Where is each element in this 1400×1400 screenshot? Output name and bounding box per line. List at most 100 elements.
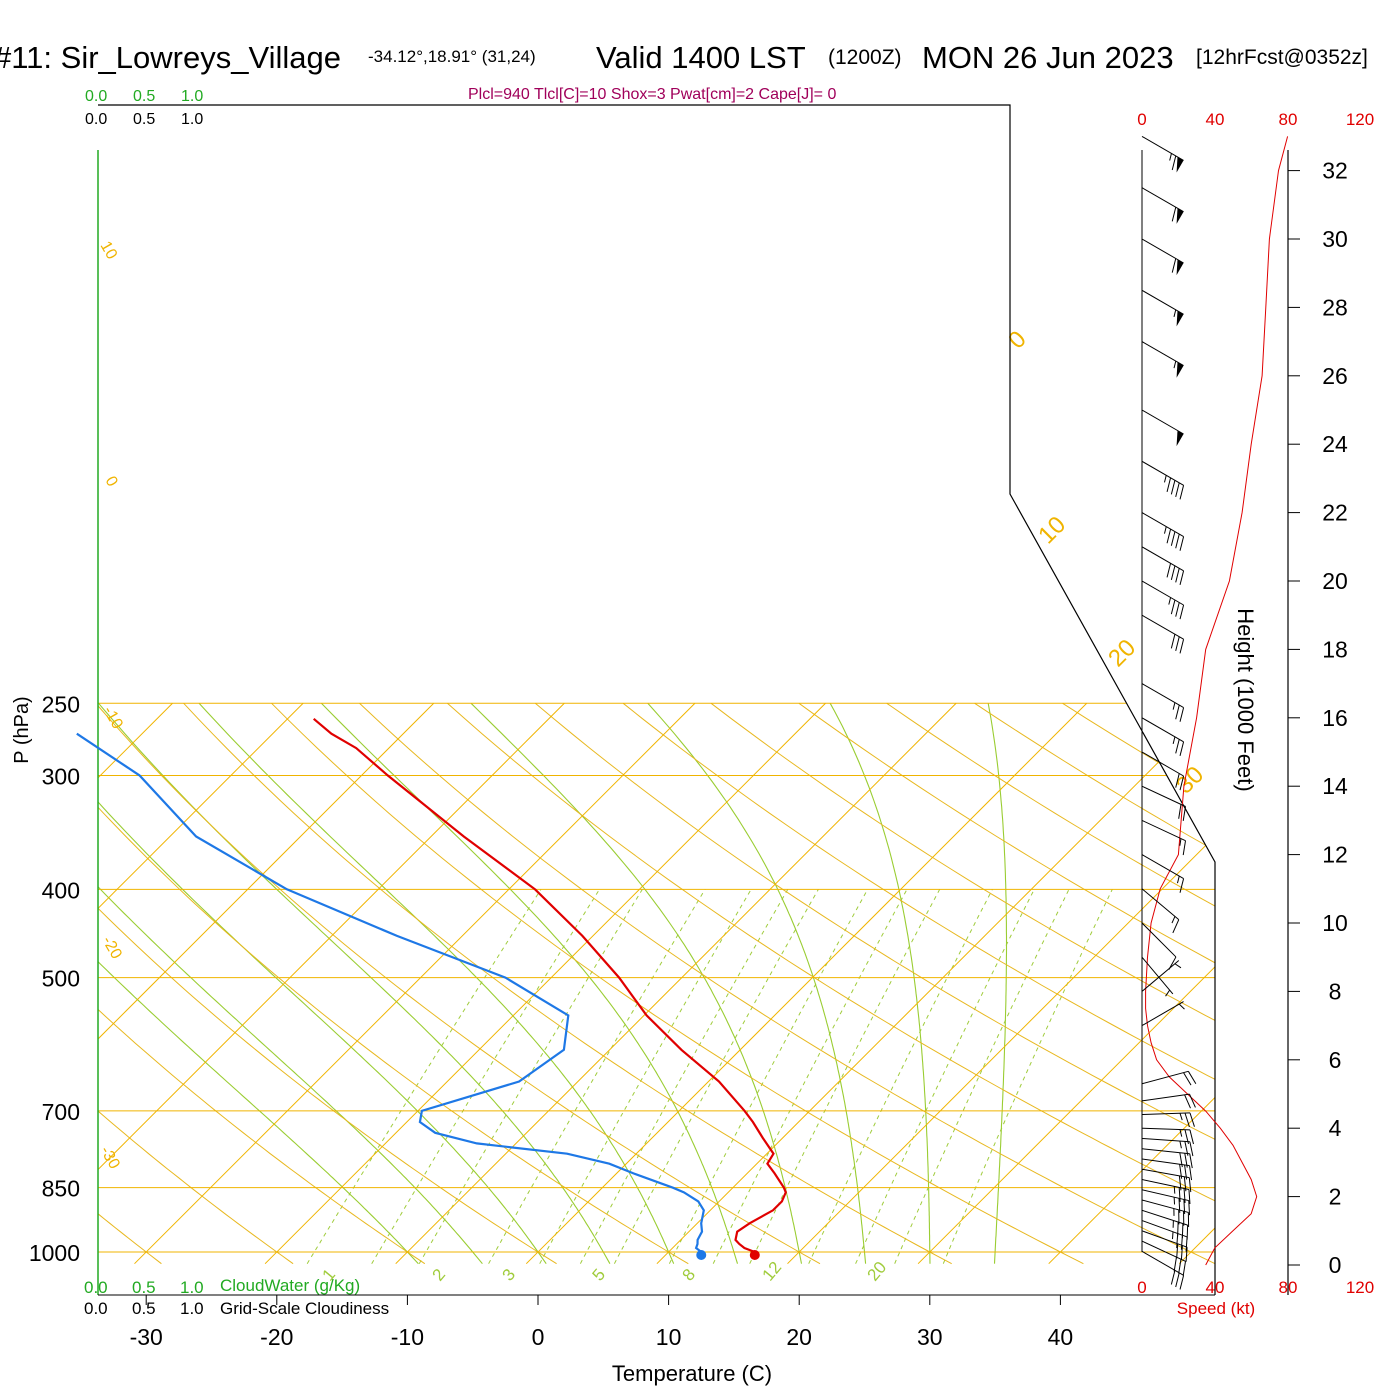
barb-flag [1185, 1247, 1188, 1262]
station-title: #11: Sir_Lowreys_Village [0, 40, 341, 75]
barb-flag [1184, 1153, 1188, 1168]
wind-barb [1141, 1230, 1188, 1262]
mixing-ratio-line [808, 889, 993, 1264]
barb-flag [1179, 878, 1185, 893]
wind-barb [1141, 956, 1174, 997]
barb-flag [1186, 1225, 1189, 1240]
mixing-ratio-line [613, 889, 819, 1264]
barb-half-flag [1172, 736, 1176, 744]
speed-axis-label: Speed (kt) [1177, 1299, 1255, 1318]
dry-adiabat-line [98, 703, 162, 1265]
wind-barb [1141, 409, 1184, 447]
pressure-tick-label: 300 [42, 763, 80, 789]
pressure-tick-label: 250 [42, 691, 80, 717]
params-line: Plcl=940 Tlcl[C]=10 Shox=3 Pwat[cm]=2 Ca… [468, 86, 836, 103]
barb-half-flag [1179, 1113, 1183, 1121]
dry-adiabat-line [359, 702, 1215, 1265]
barb-flag [1178, 1187, 1181, 1202]
dry-adiabat-line [798, 702, 1215, 1265]
background-lines [98, 702, 1400, 1265]
barb-staff [1141, 854, 1184, 880]
height-tick-label: 30 [1322, 226, 1348, 252]
barb-flag [1170, 1270, 1176, 1285]
wind-barb [1141, 888, 1180, 934]
barb-staff [1141, 1209, 1188, 1226]
surface-temperature-marker [749, 1250, 760, 1260]
speed-axis-bottom: 0 40 80 120 Speed (kt) [1137, 1278, 1374, 1318]
barb-flag [1188, 1189, 1191, 1205]
moist-adiabat-line [98, 702, 611, 1264]
isotherm-line [98, 702, 435, 1265]
mixing-ratio-line [418, 889, 643, 1264]
moist-adiabat-line [198, 702, 675, 1264]
wind-barb [1141, 1001, 1185, 1027]
top-cloudwater-tick: 0.0 [85, 88, 107, 105]
temperature-tick-label: -30 [130, 1324, 163, 1350]
barb-flag [1175, 739, 1180, 754]
barb-flag [1177, 1222, 1179, 1237]
barb-flag [1189, 1112, 1195, 1127]
barb-half-flag [1173, 360, 1177, 369]
isotherm-line [98, 702, 565, 1265]
barb-staff [1141, 1250, 1184, 1276]
wind-barb [1141, 614, 1185, 654]
barb-half-flag [1165, 989, 1171, 997]
mixing-ratio-line [712, 889, 908, 1264]
barb-flag [1179, 536, 1185, 551]
height-tick-label: 26 [1322, 363, 1348, 389]
barb-flag [1189, 1165, 1193, 1181]
moist-adiabats [98, 702, 1008, 1265]
barb-flag [1175, 1272, 1180, 1288]
mixing-ratio-label: 12 [759, 1258, 786, 1285]
dry-adiabat-line [447, 702, 1215, 1265]
mixing-ratio-line [668, 889, 869, 1264]
barb-flag [1189, 1093, 1196, 1108]
mixing-ratio-line [942, 889, 1113, 1264]
barb-half-flag [1169, 153, 1172, 161]
pressure-axis: 250 300 400 500 700 850 1000 [29, 691, 80, 1266]
barb-flag [1183, 1072, 1192, 1086]
wind-speed-line [1145, 136, 1289, 1266]
isotherm-label: 20 [1103, 634, 1141, 672]
barb-flag [1176, 1243, 1179, 1259]
barb-flag [1175, 704, 1180, 720]
wind-barb [1141, 922, 1177, 970]
bottom-cloudiness-tick: 1.0 [180, 1299, 204, 1318]
barb-flag [1180, 1245, 1183, 1261]
dry-adiabat-line [1238, 703, 1400, 1263]
wind-barb [1141, 1070, 1197, 1086]
temperature-line [312, 717, 787, 1254]
barb-flag [1166, 563, 1172, 578]
x-axis-label: Temperature (C) [612, 1361, 772, 1386]
pressure-tick-label: 1000 [29, 1240, 80, 1266]
barb-staff [1141, 512, 1184, 538]
top-cloudiness-tick: 0.0 [85, 111, 107, 128]
height-axis-label: Height (1000 Feet) [1233, 608, 1258, 791]
temperature-tick-label: 30 [917, 1324, 943, 1350]
isotherm-line [395, 702, 957, 1265]
wind-barb [1141, 580, 1185, 620]
height-tick-label: 32 [1322, 158, 1348, 184]
height-tick-label: 16 [1322, 705, 1348, 731]
barb-flag [1168, 956, 1177, 970]
moist-adiabat-line [829, 703, 931, 1264]
dry-adiabat-line [183, 702, 952, 1265]
isotherm-line [917, 702, 1215, 1265]
wind-barb [1141, 289, 1184, 327]
speed-tick-top: 40 [1206, 110, 1225, 129]
barb-flag [1179, 1152, 1183, 1168]
speed-tick-top: 120 [1346, 110, 1374, 129]
barb-staff [1141, 238, 1184, 264]
barb-half-flag [1171, 916, 1176, 924]
barb-flag [1171, 155, 1177, 171]
wind-barb [1141, 960, 1182, 992]
mixing-ratio-label: 5 [589, 1265, 610, 1284]
wind-barb [1141, 460, 1185, 500]
dry-adiabat-line [710, 702, 1215, 1265]
temperature-tick-label: 40 [1048, 1324, 1074, 1350]
top-cloudwater-tick: 0.5 [133, 88, 155, 105]
barb-flag [1179, 707, 1185, 722]
wind-barb [1141, 1250, 1185, 1290]
